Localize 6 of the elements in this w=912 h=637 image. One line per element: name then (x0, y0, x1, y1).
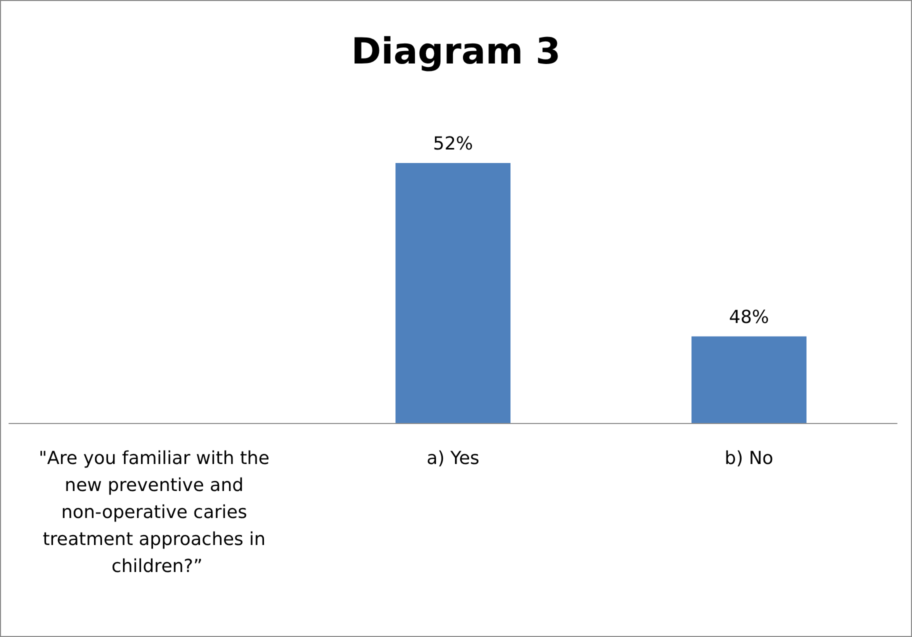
x-tick-label: "Are you familiar with the new preventive and non-operative caries treatment approaches in children?” (38, 448, 276, 577)
data-label: 48% (728, 306, 770, 328)
chart-title: Diagram 3 (351, 32, 561, 72)
x-tick-label: b) No (724, 448, 774, 469)
x-tick-label: a) Yes (426, 448, 480, 469)
data-label: 52% (432, 134, 474, 154)
